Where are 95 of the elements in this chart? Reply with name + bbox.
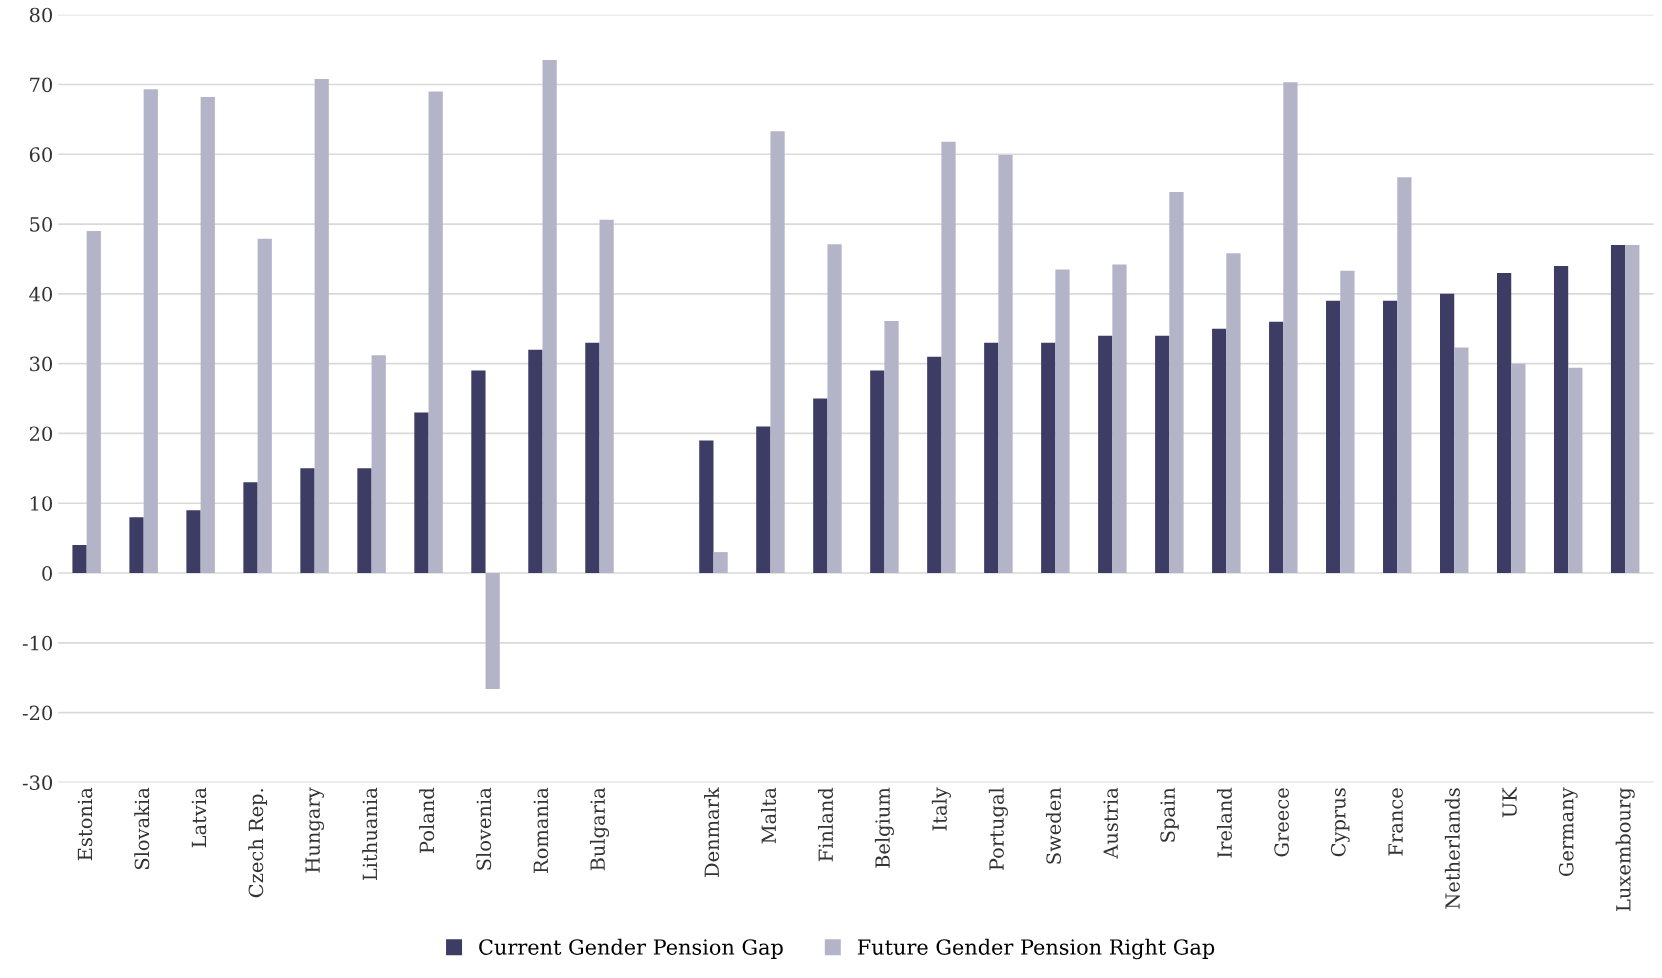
legend-label: Future Gender Pension Right Gap [857, 938, 1215, 960]
bar [300, 468, 315, 574]
bar [941, 141, 956, 574]
y-tick-label: -30 [22, 775, 53, 791]
bar [371, 355, 386, 574]
y-tick-label: 20 [29, 426, 53, 442]
bar [1098, 335, 1113, 574]
x-tick-label: Netherlands [1444, 788, 1460, 909]
bar [1283, 82, 1298, 574]
bar [1568, 367, 1583, 574]
x-tick-label: Slovakia [134, 787, 150, 870]
y-tick-label: -20 [22, 705, 53, 721]
bar [1553, 265, 1569, 574]
x-tick-label: Italy [931, 787, 951, 831]
bar [599, 219, 614, 574]
legend-label: Current Gender Pension Gap [479, 938, 783, 959]
bar [884, 321, 899, 574]
x-tick-label: UK [1502, 786, 1517, 818]
bar [1625, 244, 1640, 574]
x-tick-label: Slovenia [476, 787, 492, 870]
bar [1610, 244, 1626, 574]
bar [870, 370, 885, 574]
bar [1055, 269, 1070, 574]
y-tick-label: -10 [22, 635, 53, 651]
y-tick-label: 30 [30, 356, 53, 372]
bar [1155, 335, 1170, 574]
x-tick-label: Luxembourg [1615, 787, 1635, 911]
bar [186, 510, 201, 574]
bar [1397, 177, 1412, 574]
x-tick-label: Spain [1160, 787, 1179, 842]
bar [542, 60, 557, 574]
x-tick-label: Germany [1558, 787, 1578, 877]
bar [1326, 300, 1341, 574]
bar [827, 244, 842, 574]
bar [770, 131, 785, 574]
bar [485, 573, 500, 689]
y-tick-label: 70 [30, 77, 53, 93]
y-tick-label: 80 [29, 7, 53, 23]
x-tick-label: Czech Rep. [248, 789, 268, 898]
bar [129, 517, 144, 574]
x-tick-label: Bulgaria [589, 787, 610, 871]
x-tick-label: Ireland [1216, 787, 1232, 858]
bar [1269, 321, 1284, 574]
bar [428, 91, 443, 574]
bar [1212, 328, 1227, 574]
bar [1454, 347, 1469, 574]
bar [1511, 363, 1526, 574]
x-tick-label: France [1388, 788, 1403, 856]
bar [471, 370, 486, 574]
y-tick-label: 10 [30, 496, 53, 511]
x-tick-label: Denmark [704, 787, 720, 877]
x-tick-label: Poland [419, 787, 435, 853]
x-tick-label: Portugal [988, 787, 1008, 871]
x-tick-label: Sweden [1045, 787, 1062, 864]
x-tick-label: Romania [533, 787, 549, 873]
bar [1112, 264, 1127, 574]
bar [756, 426, 771, 574]
bar [699, 440, 714, 574]
bar [1340, 270, 1355, 574]
bar [1226, 253, 1241, 574]
bar [1440, 293, 1455, 574]
bar [314, 78, 329, 574]
bar [1041, 342, 1056, 574]
bar [528, 349, 543, 574]
bar [86, 231, 101, 574]
bar [72, 545, 87, 574]
bar [414, 412, 429, 574]
x-tick-label: Estonia [77, 787, 93, 861]
bar [713, 552, 728, 574]
y-tick-label: 50 [30, 217, 53, 232]
y-tick-label: 40 [29, 286, 53, 302]
x-tick-label: Austria [1103, 787, 1118, 859]
bar [143, 89, 158, 574]
bar [984, 342, 999, 574]
bar [1383, 300, 1398, 574]
x-tick-label: Finland [818, 787, 834, 862]
bar [585, 342, 600, 574]
y-tick-label: 0 [42, 565, 53, 581]
y-tick-label: 60 [29, 147, 53, 162]
x-tick-label: Latvia [191, 787, 207, 848]
x-tick-label: Cyprus [1330, 788, 1350, 857]
bar [1169, 191, 1184, 574]
x-tick-label: Belgium [874, 787, 894, 868]
x-tick-label: Greece [1274, 788, 1289, 857]
bar [927, 356, 942, 574]
bar [200, 97, 215, 574]
x-tick-label: Malta [761, 787, 777, 844]
bar [1496, 272, 1512, 574]
x-tick-label: Hungary [305, 787, 324, 873]
bar [813, 398, 828, 574]
x-tick-label: Lithuania [362, 787, 378, 881]
bar [998, 154, 1013, 574]
bar [243, 482, 258, 574]
bar [257, 238, 272, 574]
bar [357, 468, 372, 574]
